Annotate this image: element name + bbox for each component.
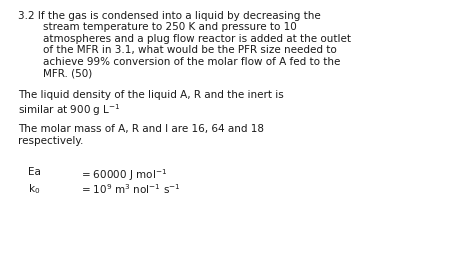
Text: = 60000 J mol$^{-1}$: = 60000 J mol$^{-1}$ (81, 167, 167, 183)
Text: Ea: Ea (28, 167, 41, 177)
Text: The molar mass of A, R and I are 16, 64 and 18: The molar mass of A, R and I are 16, 64 … (18, 124, 264, 134)
Text: k$_0$: k$_0$ (28, 182, 41, 196)
Text: respectively.: respectively. (18, 136, 83, 146)
Text: of the MFR in 3.1, what would be the PFR size needed to: of the MFR in 3.1, what would be the PFR… (43, 45, 337, 55)
Text: stream temperature to 250 K and pressure to 10: stream temperature to 250 K and pressure… (43, 22, 296, 32)
Text: similar at 900 g L$^{-1}$: similar at 900 g L$^{-1}$ (18, 102, 121, 118)
Text: = 10$^9$ m$^3$ nol$^{-1}$ s$^{-1}$: = 10$^9$ m$^3$ nol$^{-1}$ s$^{-1}$ (81, 182, 180, 196)
Text: The liquid density of the liquid A, R and the inert is: The liquid density of the liquid A, R an… (18, 90, 284, 100)
Text: 3.2 If the gas is condensed into a liquid by decreasing the: 3.2 If the gas is condensed into a liqui… (18, 11, 321, 21)
Text: achieve 99% conversion of the molar flow of A fed to the: achieve 99% conversion of the molar flow… (43, 57, 340, 67)
Text: atmospheres and a plug flow reactor is added at the outlet: atmospheres and a plug flow reactor is a… (43, 34, 351, 44)
Text: MFR. (50): MFR. (50) (43, 69, 92, 79)
